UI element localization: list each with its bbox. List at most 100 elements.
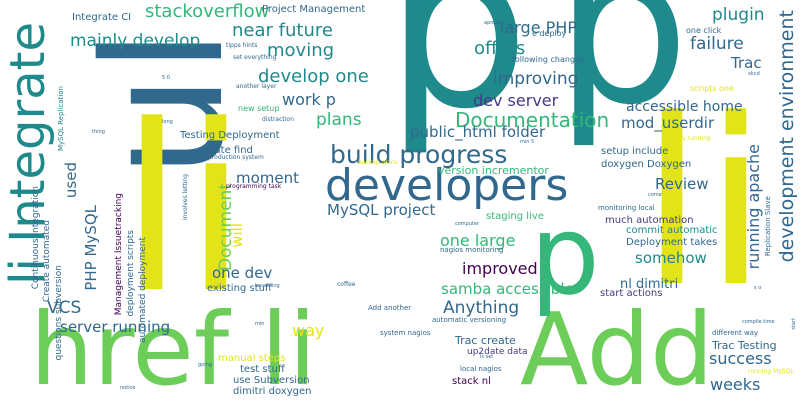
word-different-way: different way [712, 329, 759, 337]
word-testing-deployment: Testing Deployment [180, 130, 280, 141]
word-doxygen-doxygen: doxygen Doxygen [601, 159, 692, 170]
word-review: Review [655, 175, 709, 193]
word-deployment-takes: Deployment takes [626, 237, 718, 248]
word-min-5: min 5 [520, 139, 535, 145]
word-compile-time: compile time [742, 319, 775, 325]
word-create-automated: Create automated [42, 220, 52, 303]
word-somehow: somehow [635, 249, 707, 267]
word-local-nagios: local nagios [460, 365, 502, 373]
word-one-click: one click [686, 26, 722, 35]
word-automated-deployment: automated deployment [138, 237, 148, 344]
word-commit-automatic: commit automatic [626, 225, 718, 236]
word-stackoverflow: stackoverflow [145, 1, 270, 22]
word-will: will [228, 223, 246, 248]
word-php-mysql: PHP MySQL [82, 205, 100, 291]
word-involves-letting: involves letting [182, 174, 189, 220]
word-mysql-replication: MySQL Replication [57, 86, 65, 151]
word-backup-plans: backup plans [358, 159, 398, 166]
word-server-running: server running [60, 318, 171, 336]
word-going: going [198, 362, 212, 368]
word-mainly-develop: mainly develop [70, 31, 201, 51]
word-min: min [255, 321, 265, 327]
word-replication-slave: Replication Slave [764, 196, 772, 257]
word-moment: moment [236, 169, 300, 187]
word-plans: plans [316, 110, 362, 130]
word-nagios-monitoring: nagios monitoring [440, 246, 504, 254]
word-anything: Anything [443, 298, 520, 318]
word-following-changes: following changes [512, 55, 585, 64]
word-li-2: li [640, 71, 768, 338]
word-vcs: VCS [47, 298, 82, 318]
word-improving: improving [493, 69, 579, 89]
word-one-large: one large [440, 231, 516, 250]
word-mysql-project: MySQL project [327, 201, 436, 219]
word-documentation: Documentation [455, 108, 610, 132]
word-moving: moving [267, 40, 335, 61]
word-development-environment: development environment [776, 10, 798, 263]
word-scripts-one: scripts one [690, 84, 734, 93]
word-apropos: apropos [484, 20, 505, 26]
word-use-subversion: use Subversion [233, 375, 310, 386]
word-near-future: near future [232, 20, 333, 41]
word-used: used [62, 162, 80, 199]
word-start: start [791, 318, 797, 330]
word-running-mysql: running MySQL [748, 368, 794, 375]
word-management-issuetracking: Management Issuetracking [114, 193, 124, 316]
word-notice: notice [120, 385, 136, 391]
word-another-layer: another layer [236, 83, 277, 90]
word-accessible-home: accessible home [626, 99, 743, 115]
word-questions-subversion: questions subversion [54, 265, 64, 361]
word-set-everything: set everything [233, 54, 277, 61]
word-integrate-ci: Integrate CI [72, 12, 132, 23]
word-p-giant-2: p [555, 0, 690, 151]
word-coffee: coffee [337, 281, 356, 288]
word-version-incrementor: version incrementor [438, 164, 549, 177]
word-success: success [709, 349, 772, 368]
word-come: come [648, 192, 662, 198]
word-automatic-versioning: automatic versioning [432, 316, 507, 324]
word-develop-one: develop one [258, 66, 369, 87]
word-plugin: plugin [712, 5, 765, 25]
word-trac-create: Trac create [455, 334, 516, 347]
word-li-1: li [120, 77, 248, 344]
word-samba-accessible: samba accessible [441, 280, 574, 298]
word-dev-server: dev server [473, 91, 559, 110]
word-add: Add [520, 291, 714, 400]
word-running-apache: running apache [744, 144, 763, 270]
word-deployment-scripts: deployment scripts [126, 230, 136, 317]
word-weeks: weeks [710, 375, 761, 394]
word-thing: thing [92, 129, 105, 135]
word-improved: improved [462, 259, 538, 278]
word-existing-stuff: existing stuff [207, 283, 272, 294]
word-monitoring-local: monitoring local [598, 204, 655, 212]
word-build-progress: build progress [330, 140, 508, 169]
word-s-o: s o [754, 285, 762, 291]
word-xkcd: xkcd [748, 71, 760, 77]
word-long: long [162, 119, 173, 125]
word-5-0: 5 0 [162, 75, 170, 81]
word-programming-task: programming task [226, 183, 282, 190]
word-mod-userdir: mod_userdir [621, 114, 715, 132]
word-dimitri-doxygen: dimitri doxygen [233, 386, 312, 397]
word-production-system: production system [208, 154, 264, 161]
word-computer: computer [455, 221, 480, 227]
word-project-management: Project Management [262, 4, 366, 15]
word-5-min: 5 min [160, 91, 175, 97]
word-offers: offers [474, 38, 526, 59]
word-start-actions: start actions [600, 288, 663, 299]
word-continuous-integration: Continuous Integration [31, 186, 41, 290]
word-way: way [292, 321, 325, 340]
word-trac: Trac [731, 54, 762, 72]
word-e-deploy: e deploy [532, 29, 567, 38]
word-becoming: becoming [255, 283, 280, 289]
word-nightly-running: nightly running [665, 135, 711, 142]
word-trac-testing: Trac Testing [712, 339, 777, 352]
word-system-nagios: system nagios [380, 329, 431, 337]
word-nl-dimitri: nl dimitri [620, 277, 679, 292]
word-manual-steps: manual steps [218, 353, 286, 364]
word-create-find: create find [199, 145, 253, 156]
word-stack-nl: stack nl [452, 376, 491, 387]
word-tipps-hints: tipps hints [226, 42, 258, 49]
word-p-mid: p [530, 191, 600, 319]
